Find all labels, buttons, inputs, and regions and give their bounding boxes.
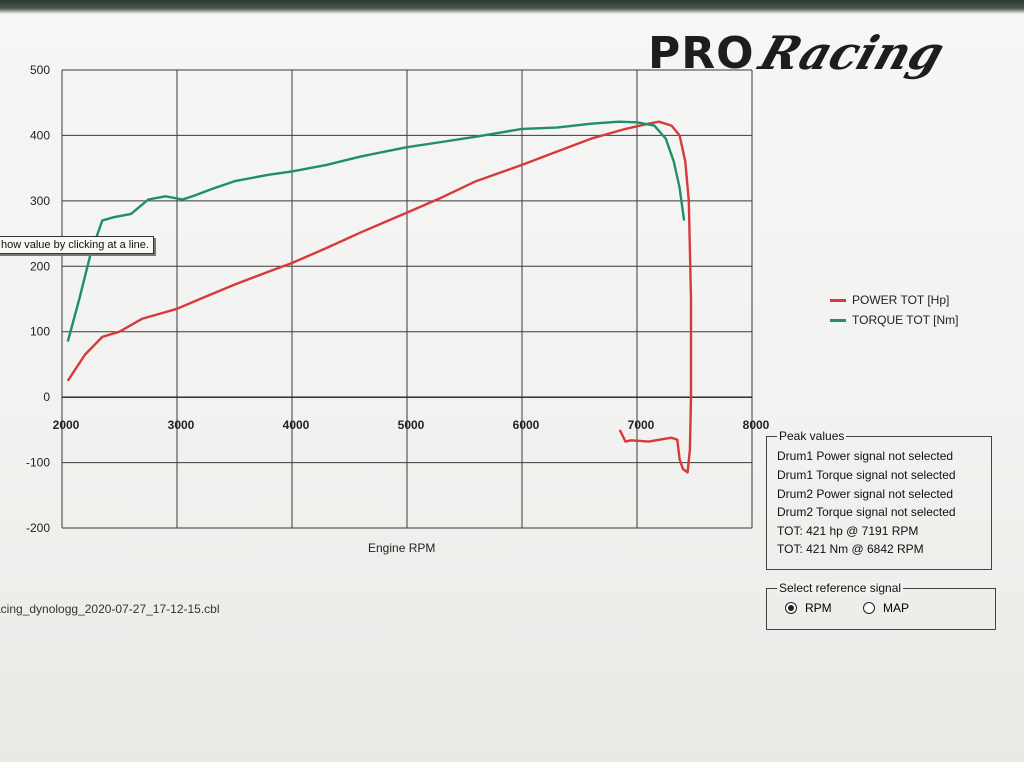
peak-line: Drum2 Power signal not selected (777, 487, 954, 501)
legend-swatch-power (830, 298, 846, 302)
hint-tooltip: how value by clicking at a line. (0, 236, 154, 254)
x-tick-label: 5000 (398, 418, 425, 432)
x-axis-label: Engine RPM (368, 541, 436, 555)
peak-values-title: Peak values (777, 429, 847, 443)
table-edge (0, 0, 1024, 14)
reference-signal-panel: Select reference signal RPM MAP (766, 581, 996, 630)
radio-map-label: MAP (883, 601, 910, 615)
y-tick-label: 0 (43, 390, 50, 404)
peak-values-panel: Peak values Drum1 Power signal not selec… (766, 429, 992, 570)
y-tick-label: 500 (30, 63, 50, 77)
peak-line: TOT: 421 Nm @ 6842 RPM (777, 542, 924, 556)
x-tick-label: 6000 (513, 418, 540, 432)
radio-rpm-indicator[interactable] (785, 602, 797, 614)
y-tick-label: -100 (26, 456, 50, 470)
y-tick-label: 300 (30, 194, 50, 208)
legend-item-power[interactable]: POWER TOT [Hp] (830, 290, 958, 310)
legend-item-torque[interactable]: TORQUE TOT [Nm] (830, 310, 958, 330)
legend-label-power: POWER TOT [Hp] (852, 293, 950, 307)
y-tick-labels: 500 400 300 200 100 0 -100 -200 (26, 63, 50, 535)
series-lines (66, 120, 693, 474)
x-tick-labels: 2000 3000 4000 5000 6000 7000 8000 (53, 418, 770, 432)
x-tick-label: 2000 (53, 418, 80, 432)
peak-line: TOT: 421 hp @ 7191 RPM (777, 524, 919, 538)
peak-line: Drum2 Torque signal not selected (777, 505, 956, 519)
legend-swatch-torque (830, 318, 846, 322)
reference-signal-title: Select reference signal (777, 581, 904, 595)
y-tick-label: 100 (30, 325, 50, 339)
y-tick-label: 400 (30, 128, 50, 142)
radio-rpm[interactable]: RPM (785, 601, 832, 615)
legend-label-torque: TORQUE TOT [Nm] (852, 313, 959, 327)
peak-line: Drum1 Torque signal not selected (777, 468, 956, 482)
radio-map[interactable]: MAP (863, 601, 909, 615)
x-tick-label: 8000 (743, 418, 770, 432)
radio-map-indicator[interactable] (863, 602, 875, 614)
peak-line: Drum1 Power signal not selected (777, 449, 954, 463)
chart-grid (61, 69, 753, 529)
power-series-line (66, 120, 693, 474)
torque-series-line (66, 120, 686, 342)
y-tick-label: 200 (30, 259, 50, 273)
x-tick-label: 7000 (628, 418, 655, 432)
x-tick-label: 4000 (283, 418, 310, 432)
footer-filename: acing_dynologg_2020-07-27_17-12-15.cbl (0, 602, 220, 616)
legend[interactable]: POWER TOT [Hp] TORQUE TOT [Nm] (830, 290, 958, 330)
y-tick-label: -200 (26, 521, 50, 535)
radio-rpm-label: RPM (805, 601, 832, 615)
x-tick-label: 3000 (168, 418, 195, 432)
